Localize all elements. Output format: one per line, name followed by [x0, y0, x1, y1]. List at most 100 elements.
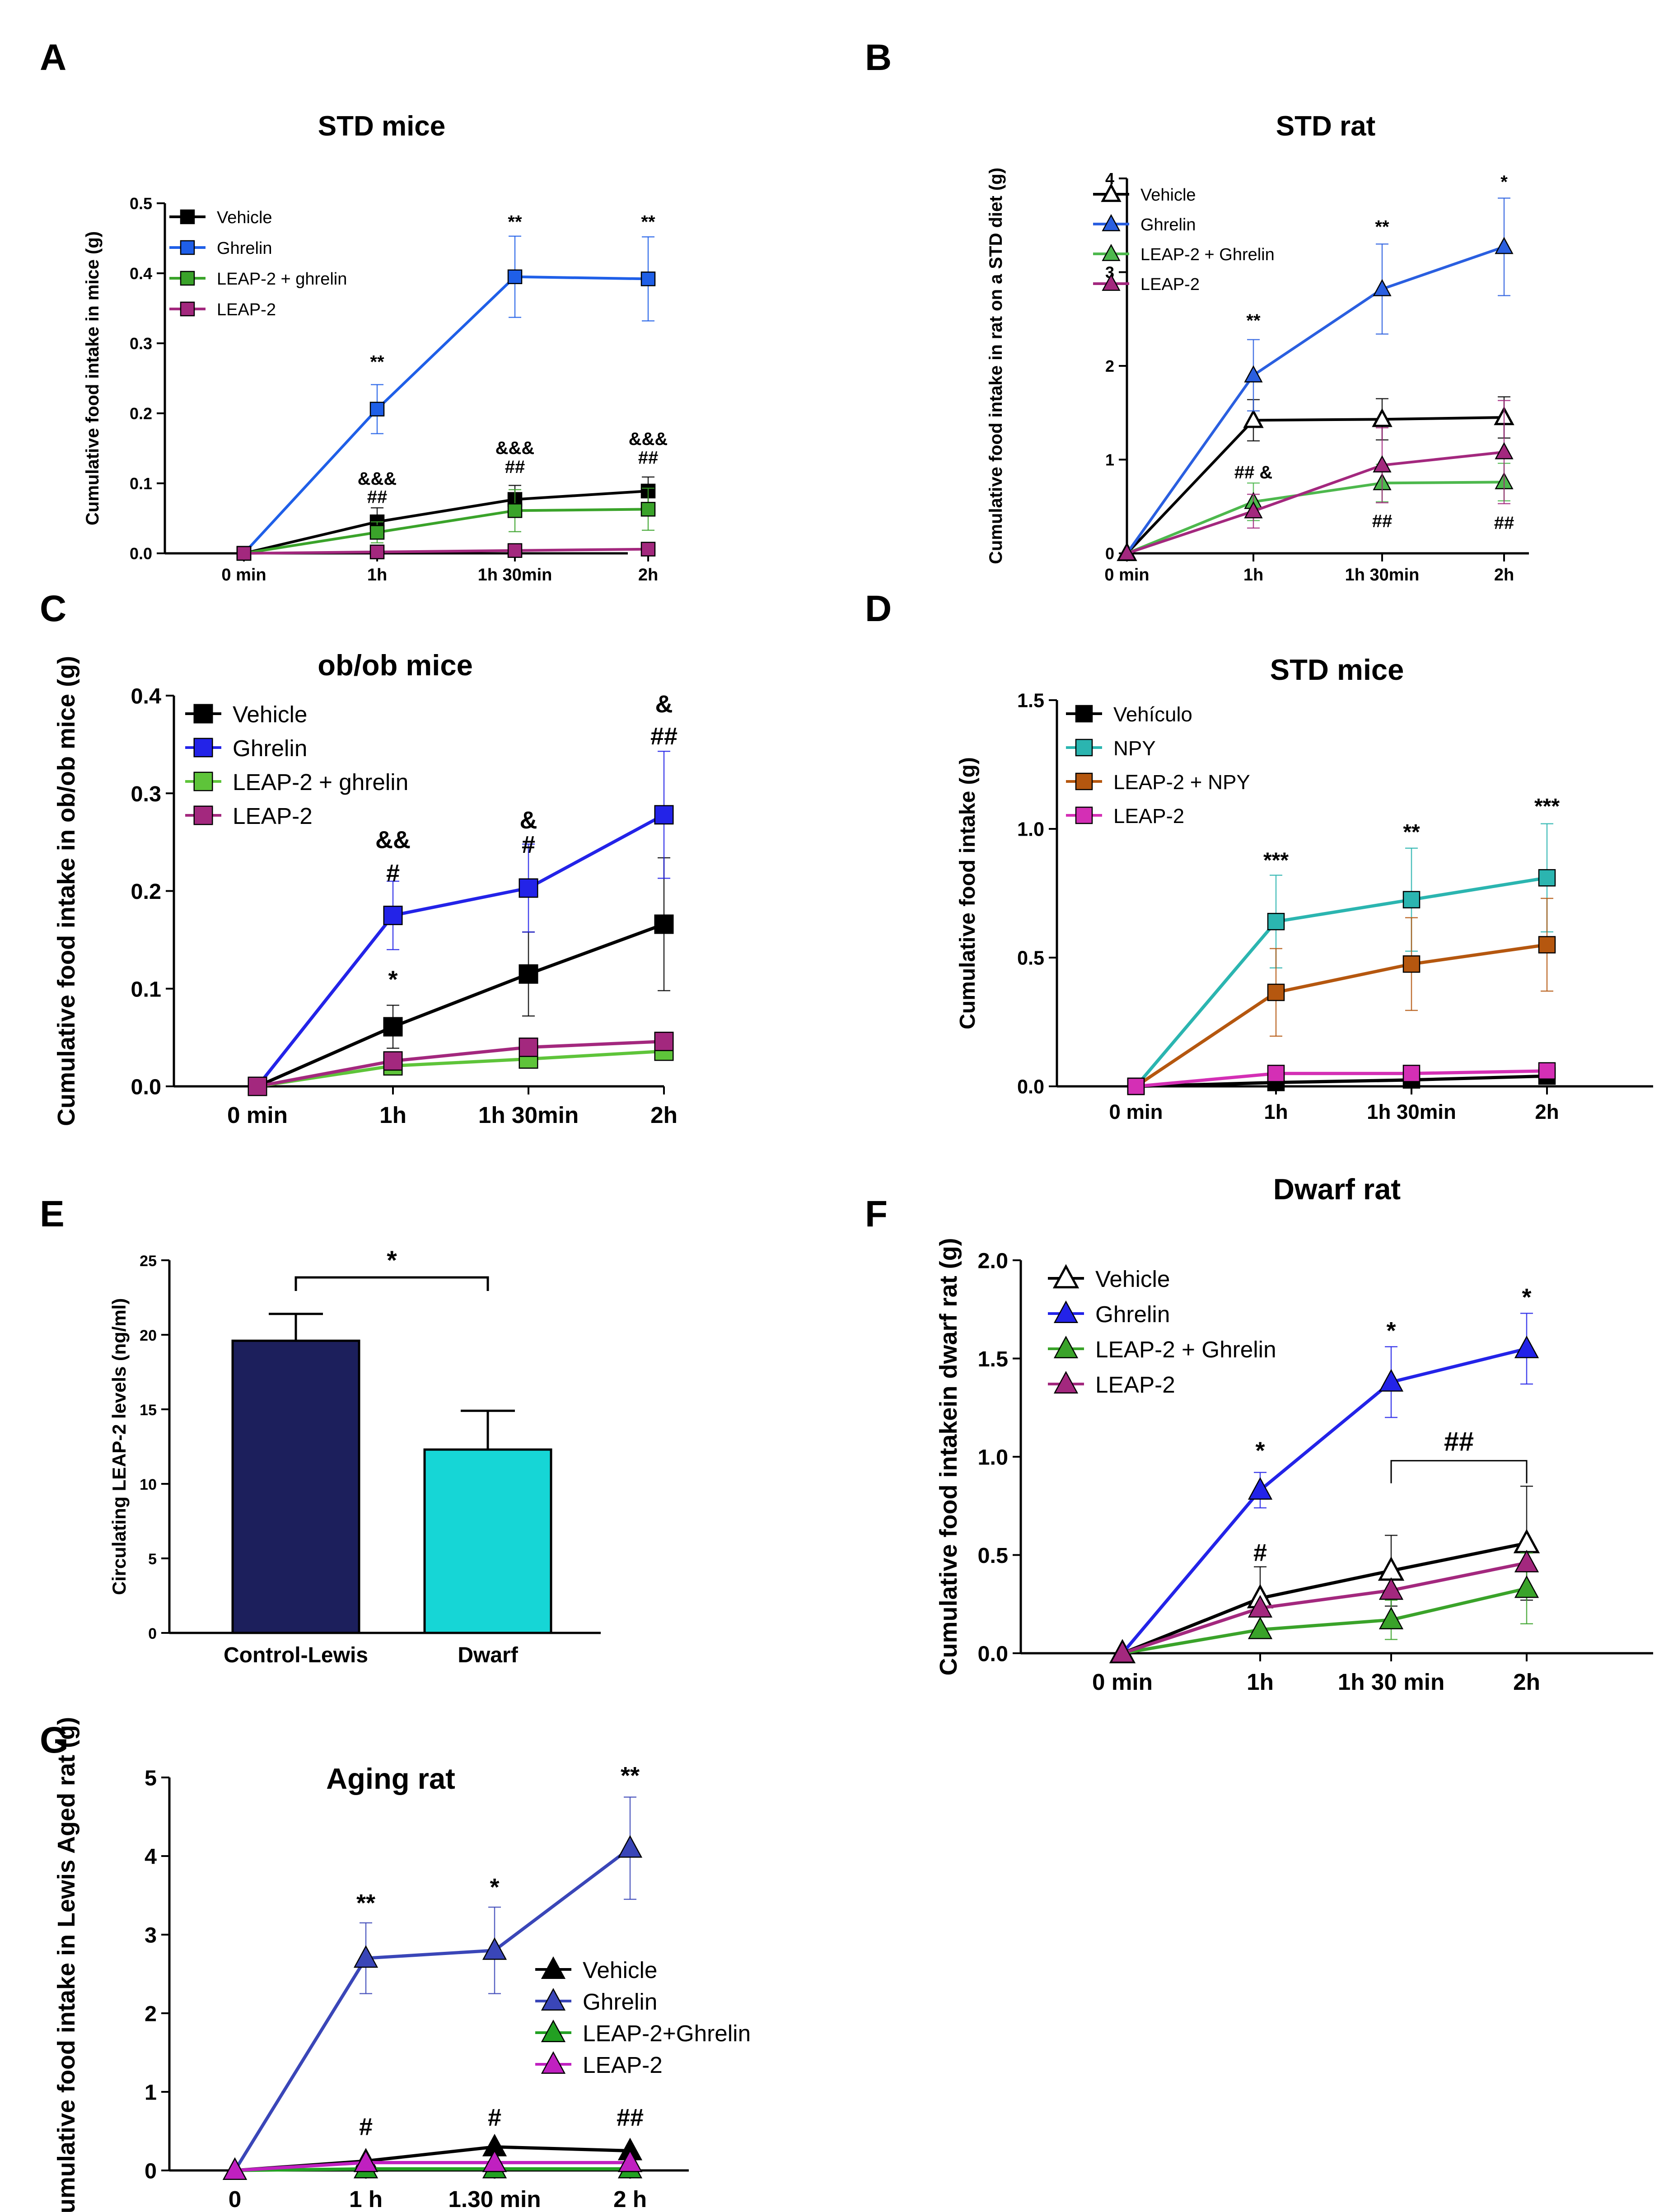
series-line [1126, 450, 1505, 555]
legend-label: Vehicle [1140, 186, 1196, 205]
series-line [233, 1847, 631, 2171]
series-line [1126, 416, 1505, 555]
series-vehicle [248, 857, 674, 1096]
series-line [243, 275, 649, 555]
y-tick-label: 2 [1105, 357, 1114, 375]
significance-label: *** [1263, 849, 1289, 873]
chart-title: Dwarf rat [1273, 1173, 1401, 1206]
data-point [654, 1032, 674, 1052]
data-point [369, 525, 385, 540]
y-tick-label: 0.0 [977, 1642, 1008, 1666]
x-tick-label: 1h 30 min [1338, 1669, 1445, 1695]
x-tick-label: 0 min [1104, 566, 1149, 585]
legend-marker [193, 704, 213, 724]
legend-label: Ghrelin [217, 239, 272, 258]
data-point [1379, 1577, 1404, 1600]
legend-marker [1053, 1371, 1079, 1394]
significance-label: * [1386, 1317, 1396, 1344]
significance-label: ## [1494, 513, 1514, 533]
data-point [1538, 1062, 1556, 1080]
bracket-label: ## [1444, 1426, 1474, 1457]
y-tick-label: 20 [140, 1327, 157, 1344]
data-point [1495, 237, 1514, 254]
data-point [1267, 983, 1285, 1001]
series-leap-2-ghrelin [1117, 463, 1514, 561]
significance-label: ** [356, 1889, 375, 1917]
chart-title: STD rat [1276, 111, 1375, 142]
legend-marker [180, 271, 195, 286]
y-tick-label: 0.5 [1017, 948, 1044, 969]
data-point [482, 2149, 507, 2172]
bar [423, 1448, 552, 1634]
data-point [383, 1051, 403, 1071]
data-point [640, 271, 656, 286]
series-leap-2 [1127, 1062, 1556, 1095]
significance-label: ** [370, 352, 384, 372]
y-tick-label: 10 [140, 1476, 157, 1493]
y-axis-label: Cumulative food intake in rat on a STD d… [986, 168, 1006, 564]
panel-letter: E [40, 1193, 65, 1235]
legend-marker [1075, 806, 1093, 824]
series-leap-2 [236, 542, 656, 561]
panel-a: A STD mice Cumulative food intake in mice … [40, 37, 668, 585]
x-tick-label: 2h [638, 566, 658, 585]
y-tick-label: 0.2 [130, 404, 152, 423]
y-axis-label: Cumulative food intake (g) [956, 757, 980, 1029]
legend-label: Ghrelin [233, 735, 307, 761]
significance-label: * [490, 1874, 499, 1901]
legend-label: LEAP-2 + Ghrelin [1095, 1337, 1276, 1362]
legend-marker [180, 240, 195, 255]
significance-label: # [1253, 1539, 1267, 1567]
series-leap-2 [248, 1032, 674, 1096]
series-ghrelin [1110, 1313, 1539, 1663]
significance-label: ## [650, 723, 678, 750]
series-vehicle [236, 476, 656, 561]
y-tick-label: 1 [1105, 451, 1114, 469]
data-point [383, 1017, 403, 1037]
legend-label: Ghrelin [1095, 1301, 1170, 1327]
y-tick-label: 0.5 [130, 194, 152, 213]
x-tick-label: 1.30 min [448, 2186, 541, 2212]
data-point [519, 1038, 538, 1057]
y-tick-label: 4 [145, 1845, 157, 1869]
significance-label: &&& [495, 438, 535, 458]
data-point [1127, 1077, 1145, 1095]
legend-label: Vehicle [1095, 1266, 1170, 1292]
series-leap-2 [1117, 400, 1514, 561]
series-line [1135, 943, 1547, 1088]
data-point [1110, 1640, 1135, 1663]
significance-label: & [520, 807, 537, 834]
data-point [1379, 1369, 1404, 1392]
y-tick-label: 0.1 [131, 977, 161, 1001]
x-tick-label: 2h [1535, 1100, 1559, 1123]
significance-label: *** [1534, 795, 1560, 818]
data-point [353, 2149, 379, 2172]
legend-label: LEAP-2 [583, 2052, 663, 2078]
data-point [1243, 409, 1264, 428]
legend-marker [1075, 739, 1093, 757]
significance-label: ** [1403, 820, 1420, 844]
significance-label: * [1500, 172, 1508, 192]
data-point [1402, 955, 1421, 973]
panel-letter: D [865, 588, 892, 629]
series-line [234, 2161, 630, 2172]
data-point [519, 878, 538, 898]
series-line [1122, 1586, 1527, 1655]
panel-b: B STD rat Cumulative food intake in rat on… [865, 37, 1529, 585]
series-line [1136, 1074, 1547, 1088]
data-point [236, 546, 252, 561]
legend-marker [193, 805, 213, 825]
series-line [234, 2167, 630, 2172]
x-tick-label: 0 min [1092, 1669, 1153, 1695]
y-tick-label: 0.4 [130, 264, 152, 283]
x-tick-label: 0 min [227, 1102, 288, 1128]
legend-label: Vehículo [1113, 703, 1192, 726]
legend-marker [1053, 1300, 1079, 1323]
y-tick-label: 0.5 [977, 1543, 1008, 1568]
x-tick-label: 0 min [1109, 1100, 1163, 1123]
series-line [1126, 245, 1505, 554]
y-tick-label: 3 [145, 1923, 157, 1948]
chart-title: Aging rat [326, 1762, 455, 1795]
legend-label: Vehicle [233, 701, 307, 727]
legend-marker [541, 1956, 566, 1979]
